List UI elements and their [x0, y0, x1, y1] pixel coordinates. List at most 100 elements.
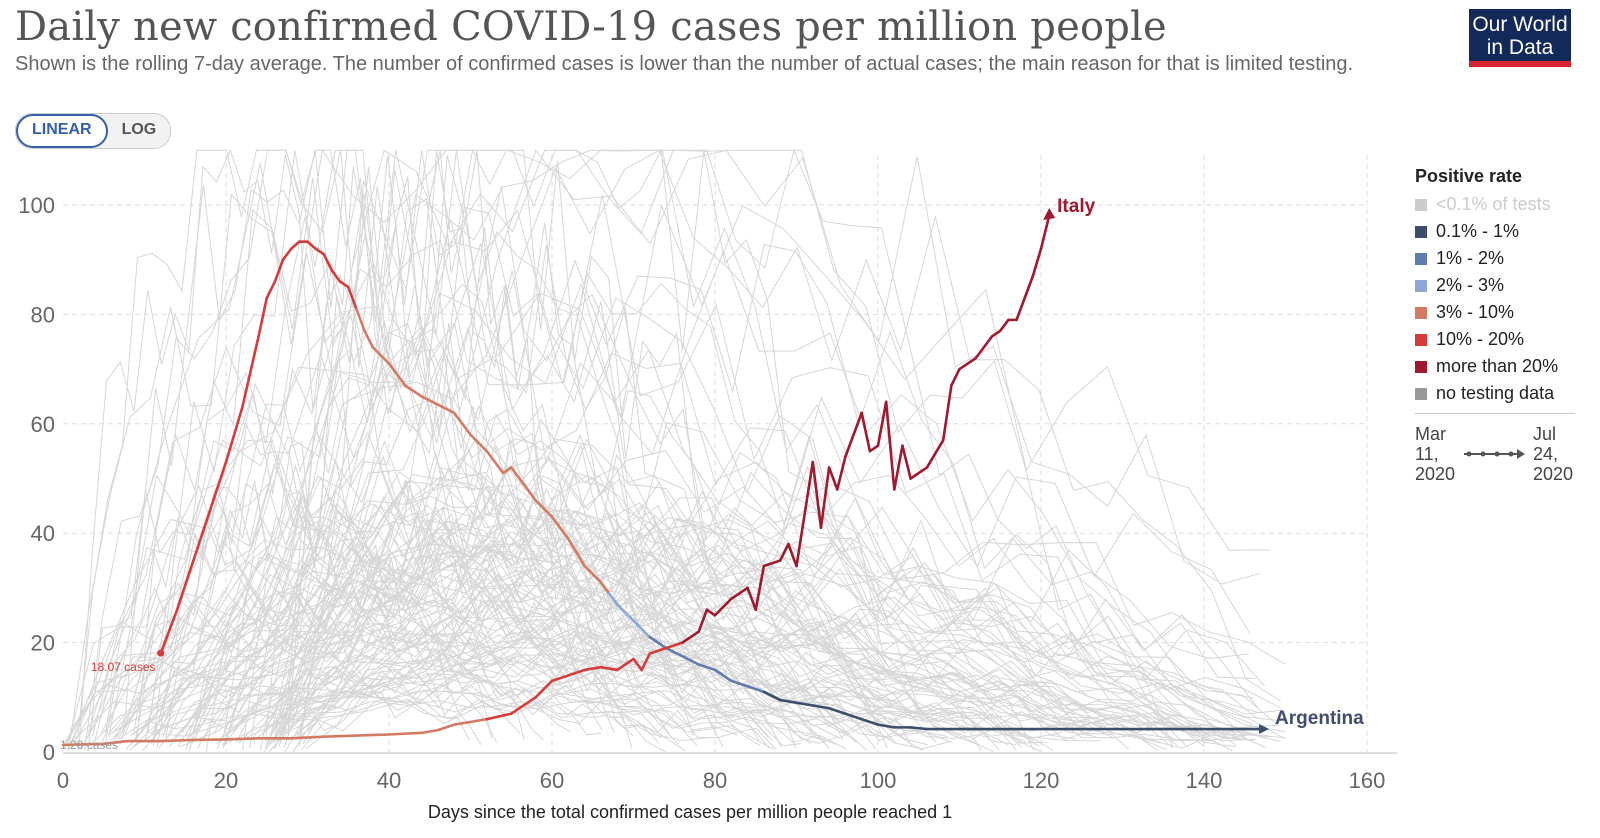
background-country-line	[108, 563, 1174, 749]
italy-line-segment	[355, 733, 391, 737]
background-country-line	[67, 270, 1094, 752]
legend-item[interactable]: no testing data	[1415, 380, 1595, 407]
argentina-line-segment	[811, 704, 831, 710]
background-country-line	[182, 513, 1283, 733]
italy-line-segment	[664, 641, 684, 650]
argentina-line-segment	[518, 477, 538, 502]
scale-toggle[interactable]: LINEAR LOG	[15, 113, 172, 149]
italy-line-segment	[835, 455, 847, 491]
italy-line-segment	[909, 466, 929, 480]
italy-line-segment	[754, 564, 766, 612]
legend-label: 10% - 20%	[1436, 329, 1525, 349]
background-country-line	[222, 689, 1258, 746]
background-country-line	[285, 148, 797, 749]
legend-swatch	[1415, 198, 1427, 211]
x-tick-label: 160	[1349, 768, 1386, 793]
legend-item[interactable]: more than 20%	[1415, 353, 1595, 380]
y-tick-label: 0	[43, 740, 55, 765]
argentina-line-segment	[509, 466, 521, 480]
italy-line-segment	[958, 356, 978, 371]
argentina-line-segment	[778, 698, 798, 705]
italy-line-segment	[787, 542, 798, 568]
x-tick-label: 120	[1023, 768, 1060, 793]
italy-line-segment	[892, 444, 904, 491]
background-country-line	[160, 526, 877, 750]
background-country-line	[216, 508, 1094, 750]
argentina-line-segment	[224, 406, 244, 464]
color-legend: Positive rate <0.1% of tests 0.1% - 1% 1% …	[1415, 166, 1595, 484]
y-tick-label: 40	[31, 521, 55, 546]
linear-scale-button[interactable]: LINEAR	[16, 114, 108, 148]
italy-line-segment	[795, 460, 815, 568]
legend-swatch	[1415, 360, 1427, 373]
argentina-line-segment	[338, 280, 350, 289]
background-country-line	[113, 498, 1129, 750]
argentina-line-segment	[346, 285, 358, 311]
background-country-line	[287, 150, 694, 737]
legend-divider	[1415, 413, 1575, 414]
legend-item[interactable]: 1% - 2%	[1415, 245, 1595, 272]
argentina-line-segment	[192, 510, 211, 562]
argentina-line-segment	[876, 723, 896, 729]
y-tick-label: 100	[18, 193, 55, 218]
argentina-line-segment	[241, 334, 260, 409]
italy-line-segment	[102, 739, 130, 746]
chart-title: Daily new confirmed COVID-19 cases per m…	[15, 4, 1167, 50]
legend-item[interactable]: 10% - 20%	[1415, 326, 1595, 353]
start-marker	[157, 649, 165, 657]
italy-line-segment	[436, 723, 456, 732]
background-country-line	[153, 658, 1269, 736]
italy-line-segment	[925, 438, 945, 469]
legend-item[interactable]: 2% - 3%	[1415, 272, 1595, 299]
x-axis-title: Days since the total confirmed cases per…	[427, 802, 953, 822]
legend-label: 2% - 3%	[1436, 275, 1505, 295]
italy-line-segment	[901, 444, 912, 480]
background-country-line	[265, 331, 633, 749]
italy-line-segment	[509, 695, 538, 716]
legend-item[interactable]: <0.1% of tests	[1415, 191, 1595, 218]
legend-item[interactable]: 0.1% - 1%	[1415, 218, 1595, 245]
background-country-line	[130, 534, 1266, 748]
log-scale-button[interactable]: LOG	[121, 121, 157, 138]
argentina-line-segment	[860, 717, 880, 726]
legend-item[interactable]: 3% - 10%	[1415, 299, 1595, 326]
background-country-line	[187, 685, 777, 750]
background-country-line	[77, 149, 525, 740]
italy-line-segment	[583, 665, 603, 672]
background-country-line	[104, 486, 471, 747]
background-country-line	[306, 617, 1283, 749]
italy-line-segment	[1039, 214, 1051, 251]
argentina-line-segment	[306, 240, 317, 251]
background-country-line	[287, 150, 615, 736]
italy-line-segment	[192, 738, 228, 742]
argentina-line-segment	[322, 252, 334, 272]
argentina-line-segment	[713, 668, 733, 683]
argentina-line-segment	[363, 329, 375, 349]
timeline-control[interactable]: Mar 11, 2020 Jul 24, 2020	[1415, 424, 1595, 484]
italy-line-segment	[697, 608, 709, 633]
argentina-line-segment	[827, 706, 847, 716]
timeline-slider-icon[interactable]	[1461, 444, 1527, 464]
x-tick-label: 80	[703, 768, 727, 793]
legend-swatch	[1415, 333, 1427, 346]
argentina-line-segment	[420, 395, 440, 406]
argentina-line-segment	[257, 296, 269, 338]
argentina-line-segment	[265, 280, 277, 300]
background-country-line	[202, 553, 838, 745]
owid-logo[interactable]: Our World in Data	[1469, 9, 1571, 67]
argentina-line-segment	[909, 726, 929, 731]
x-tick-label: 60	[540, 768, 564, 793]
background-country-line	[118, 697, 951, 750]
logo-line-1: Our World	[1472, 13, 1568, 36]
italy-line-segment	[322, 734, 358, 738]
argentina-line-segment	[615, 603, 635, 623]
argentina-line-segment	[599, 581, 611, 595]
legend-label: 0.1% - 1%	[1436, 221, 1520, 241]
italy-line-segment	[998, 318, 1010, 333]
x-tick-label: 40	[377, 768, 401, 793]
background-country-line	[268, 149, 1261, 744]
italy-line-segment	[599, 665, 619, 672]
italy-line-segment	[746, 586, 758, 612]
argentina-line-segment	[330, 269, 342, 283]
argentina-line-segment	[355, 307, 366, 333]
